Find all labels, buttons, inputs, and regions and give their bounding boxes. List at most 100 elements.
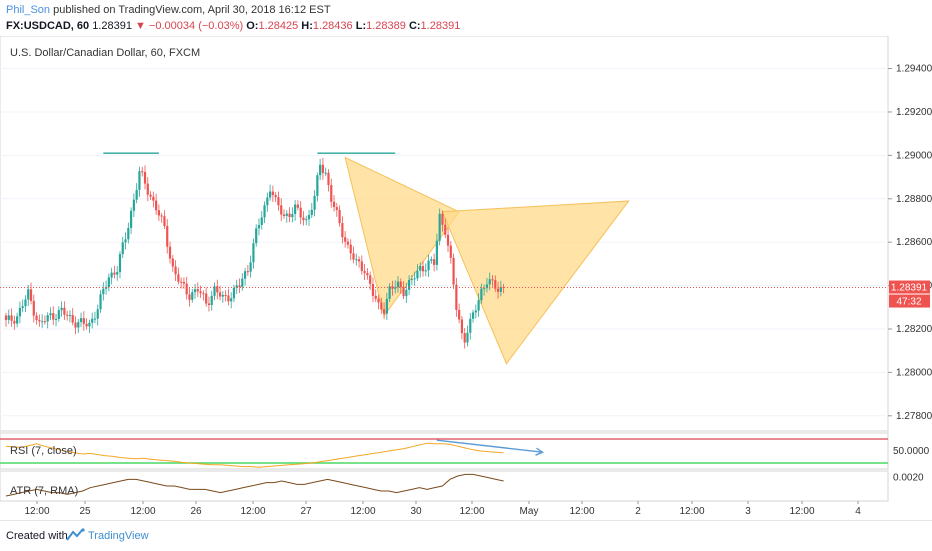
candle-body[interactable]	[91, 318, 94, 323]
candle-body[interactable]	[338, 209, 341, 224]
candle-body[interactable]	[121, 242, 124, 255]
candle-body[interactable]	[313, 195, 316, 210]
candle[interactable]	[54, 314, 58, 327]
candle-body[interactable]	[241, 278, 244, 287]
candle-body[interactable]	[446, 234, 450, 246]
candle[interactable]	[63, 301, 66, 320]
candle-body[interactable]	[349, 244, 352, 254]
candle[interactable]	[16, 312, 19, 328]
candle-body[interactable]	[399, 281, 402, 288]
candle-body[interactable]	[502, 287, 505, 289]
candle-body[interactable]	[116, 272, 119, 275]
candle[interactable]	[199, 285, 202, 298]
candle[interactable]	[107, 273, 110, 292]
candle-body[interactable]	[257, 224, 261, 229]
candle[interactable]	[60, 301, 63, 317]
candle[interactable]	[277, 191, 280, 211]
candle[interactable]	[441, 210, 444, 232]
candle-body[interactable]	[419, 266, 422, 271]
candle-body[interactable]	[205, 293, 208, 304]
candle-body[interactable]	[374, 295, 377, 299]
candle-body[interactable]	[369, 275, 372, 285]
candle-body[interactable]	[285, 213, 288, 216]
candle[interactable]	[313, 190, 316, 217]
candle-body[interactable]	[43, 321, 47, 323]
atr-pane[interactable]	[0, 470, 889, 502]
candle-body[interactable]	[227, 295, 230, 302]
candle[interactable]	[444, 218, 447, 239]
candle-body[interactable]	[408, 279, 411, 290]
candle-body[interactable]	[310, 209, 313, 216]
candle[interactable]	[4, 312, 8, 327]
candle[interactable]	[299, 200, 302, 225]
candle[interactable]	[57, 306, 60, 322]
candle[interactable]	[402, 281, 405, 299]
candle-body[interactable]	[357, 259, 361, 262]
candle[interactable]	[96, 304, 99, 326]
candle-body[interactable]	[143, 172, 147, 184]
candle[interactable]	[335, 202, 338, 217]
candle[interactable]	[207, 296, 211, 312]
candle[interactable]	[296, 200, 299, 211]
candle[interactable]	[260, 210, 263, 230]
candle[interactable]	[424, 263, 427, 277]
candle[interactable]	[177, 267, 180, 285]
symbol-label[interactable]: FX:USDCAD, 60	[6, 20, 90, 32]
candle[interactable]	[205, 287, 208, 307]
candle[interactable]	[480, 283, 483, 304]
candle-body[interactable]	[68, 315, 72, 317]
candle-body[interactable]	[199, 291, 202, 294]
candle[interactable]	[485, 277, 489, 293]
candle[interactable]	[232, 284, 236, 303]
candle[interactable]	[502, 283, 505, 294]
candle-body[interactable]	[171, 258, 174, 267]
candle-body[interactable]	[474, 310, 477, 313]
candle-body[interactable]	[127, 227, 130, 240]
candle-body[interactable]	[332, 201, 336, 208]
candle[interactable]	[174, 260, 177, 282]
time-axis[interactable]: 12:00 25 12:00 26 12:00 27 12:00 30 12:00 May 12:0…	[24, 501, 861, 517]
candle-body[interactable]	[263, 205, 266, 218]
candle-body[interactable]	[424, 270, 427, 272]
candle[interactable]	[149, 191, 152, 200]
candle-body[interactable]	[430, 259, 433, 261]
candle-body[interactable]	[371, 284, 375, 296]
candle-body[interactable]	[402, 287, 405, 297]
candle-body[interactable]	[321, 164, 325, 173]
candle[interactable]	[118, 251, 122, 279]
candle-body[interactable]	[210, 295, 213, 306]
candle-body[interactable]	[77, 322, 80, 328]
candle[interactable]	[282, 209, 286, 219]
candle[interactable]	[338, 205, 341, 227]
candle-body[interactable]	[79, 318, 83, 323]
candle[interactable]	[380, 297, 383, 314]
candle-body[interactable]	[130, 210, 133, 228]
candle-body[interactable]	[335, 207, 338, 210]
candle-body[interactable]	[57, 310, 60, 319]
candle[interactable]	[366, 268, 369, 280]
candle[interactable]	[377, 294, 380, 310]
candle-body[interactable]	[444, 224, 447, 235]
candle-body[interactable]	[416, 270, 419, 279]
candle[interactable]	[238, 278, 241, 294]
candle[interactable]	[269, 184, 272, 201]
candle-body[interactable]	[377, 298, 380, 303]
candle-body[interactable]	[141, 171, 144, 173]
candle-body[interactable]	[132, 199, 135, 211]
candle-body[interactable]	[149, 194, 152, 197]
candle-body[interactable]	[160, 215, 163, 217]
candle-body[interactable]	[63, 307, 66, 315]
candle-body[interactable]	[213, 286, 216, 296]
candle-body[interactable]	[485, 284, 489, 289]
atr-indicator[interactable]	[5, 473, 504, 497]
candle[interactable]	[124, 232, 127, 250]
candle[interactable]	[371, 277, 375, 303]
candle[interactable]	[193, 283, 197, 299]
candle[interactable]	[213, 282, 216, 301]
candle-body[interactable]	[102, 288, 105, 295]
candle-body[interactable]	[477, 300, 480, 311]
candle[interactable]	[421, 261, 425, 277]
candle-body[interactable]	[455, 284, 458, 310]
candle-body[interactable]	[74, 322, 77, 328]
candle-body[interactable]	[82, 318, 85, 324]
